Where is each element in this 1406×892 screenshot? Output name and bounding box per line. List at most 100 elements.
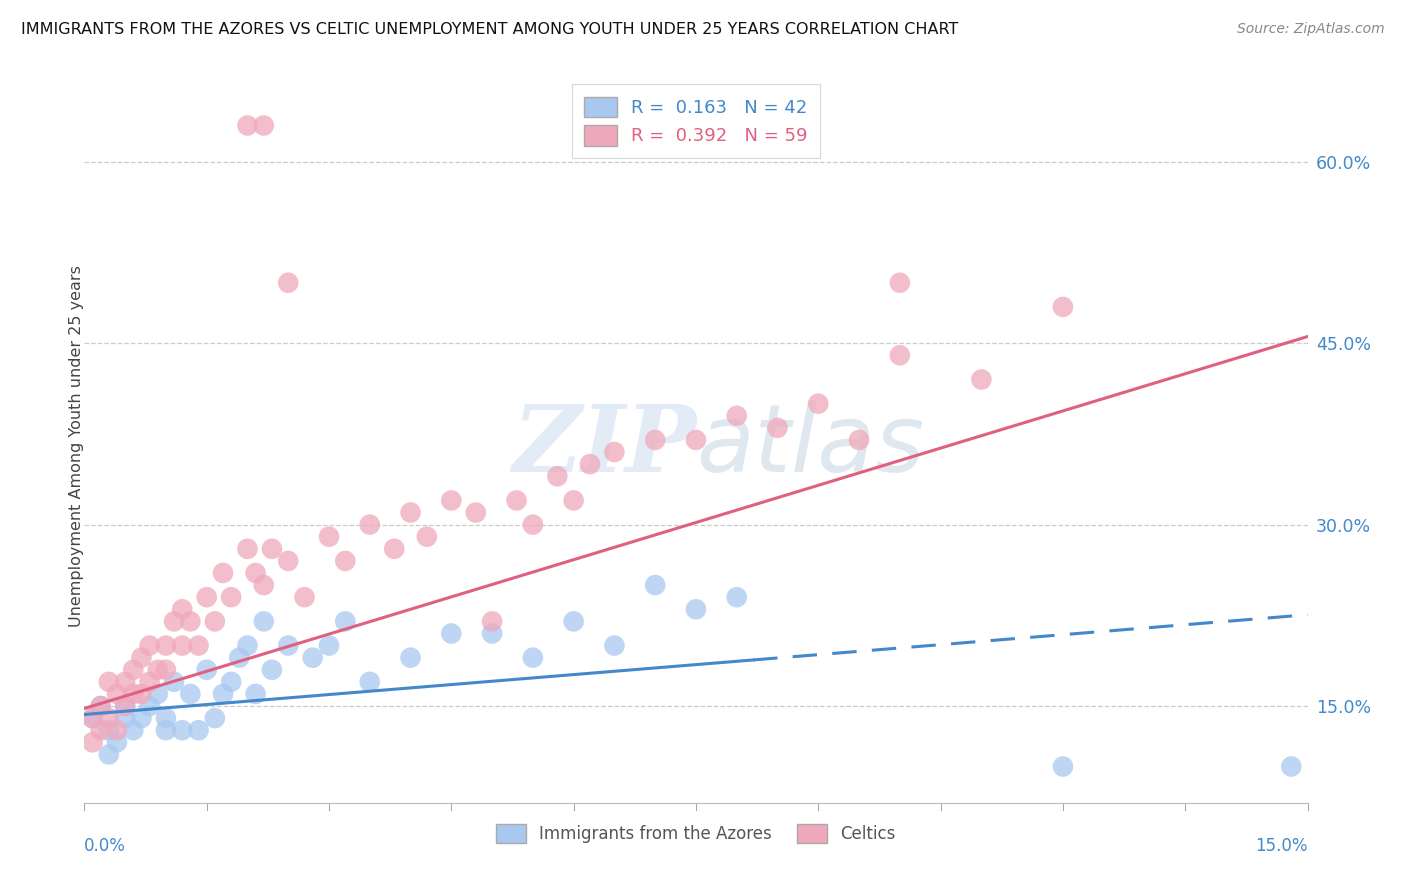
Point [603, 445, 626, 459]
Point [1052, 300, 1074, 314]
Point [970, 372, 993, 386]
Point [131, 711, 153, 725]
Point [382, 541, 405, 556]
Point [90, 723, 112, 738]
Point [889, 276, 911, 290]
Point [644, 578, 666, 592]
Point [481, 626, 503, 640]
Point [644, 433, 666, 447]
Text: 0.0%: 0.0% [84, 837, 127, 855]
Point [146, 663, 169, 677]
Point [179, 615, 201, 629]
Point [481, 615, 503, 629]
Point [114, 699, 136, 714]
Point [725, 590, 748, 604]
Point [204, 711, 226, 725]
Point [359, 674, 381, 689]
Point [114, 711, 136, 725]
Point [172, 602, 194, 616]
Text: IMMIGRANTS FROM THE AZORES VS CELTIC UNEMPLOYMENT AMONG YOUTH UNDER 25 YEARS COR: IMMIGRANTS FROM THE AZORES VS CELTIC UNE… [21, 22, 959, 37]
Point [889, 348, 911, 362]
Point [1052, 759, 1074, 773]
Point [155, 711, 177, 725]
Point [146, 687, 169, 701]
Point [440, 626, 463, 640]
Point [138, 699, 160, 714]
Point [562, 493, 585, 508]
Point [1279, 759, 1302, 773]
Point [212, 566, 235, 580]
Point [294, 590, 316, 604]
Point [546, 469, 568, 483]
Point [97, 723, 120, 738]
Point [464, 506, 486, 520]
Point [335, 554, 357, 568]
Point [138, 674, 160, 689]
Point [195, 663, 218, 677]
Point [848, 433, 870, 447]
Point [245, 687, 267, 701]
Point [236, 119, 259, 133]
Point [505, 493, 527, 508]
Point [236, 639, 259, 653]
Point [97, 711, 120, 725]
Point [90, 699, 112, 714]
Point [163, 615, 186, 629]
Point [105, 735, 128, 749]
Point [212, 687, 235, 701]
Point [122, 687, 145, 701]
Point [155, 723, 177, 738]
Point [114, 699, 136, 714]
Point [179, 687, 201, 701]
Point [318, 639, 340, 653]
Legend: Immigrants from the Azores, Celtics: Immigrants from the Azores, Celtics [485, 813, 907, 855]
Point [245, 566, 267, 580]
Point [685, 433, 707, 447]
Point [219, 674, 242, 689]
Point [90, 699, 112, 714]
Point [163, 674, 186, 689]
Point [359, 517, 381, 532]
Point [399, 506, 422, 520]
Point [807, 397, 830, 411]
Point [172, 639, 194, 653]
Point [253, 119, 276, 133]
Point [603, 639, 626, 653]
Point [97, 747, 120, 762]
Point [579, 457, 602, 471]
Point [82, 711, 104, 725]
Point [562, 615, 585, 629]
Point [187, 639, 209, 653]
Text: ZIP: ZIP [512, 401, 696, 491]
Point [399, 650, 422, 665]
Point [122, 663, 145, 677]
Point [253, 578, 276, 592]
Point [301, 650, 323, 665]
Point [138, 639, 160, 653]
Point [122, 723, 145, 738]
Point [440, 493, 463, 508]
Point [725, 409, 748, 423]
Point [105, 687, 128, 701]
Point [131, 650, 153, 665]
Text: 15.0%: 15.0% [1256, 837, 1308, 855]
Y-axis label: Unemployment Among Youth under 25 years: Unemployment Among Youth under 25 years [69, 265, 83, 627]
Text: Source: ZipAtlas.com: Source: ZipAtlas.com [1237, 22, 1385, 37]
Point [766, 421, 789, 435]
Point [522, 650, 544, 665]
Point [277, 554, 299, 568]
Point [522, 517, 544, 532]
Point [187, 723, 209, 738]
Point [82, 711, 104, 725]
Point [97, 674, 120, 689]
Point [416, 530, 439, 544]
Point [204, 615, 226, 629]
Point [172, 723, 194, 738]
Point [260, 541, 283, 556]
Point [105, 723, 128, 738]
Point [195, 590, 218, 604]
Point [131, 687, 153, 701]
Point [277, 276, 299, 290]
Point [228, 650, 250, 665]
Point [236, 541, 259, 556]
